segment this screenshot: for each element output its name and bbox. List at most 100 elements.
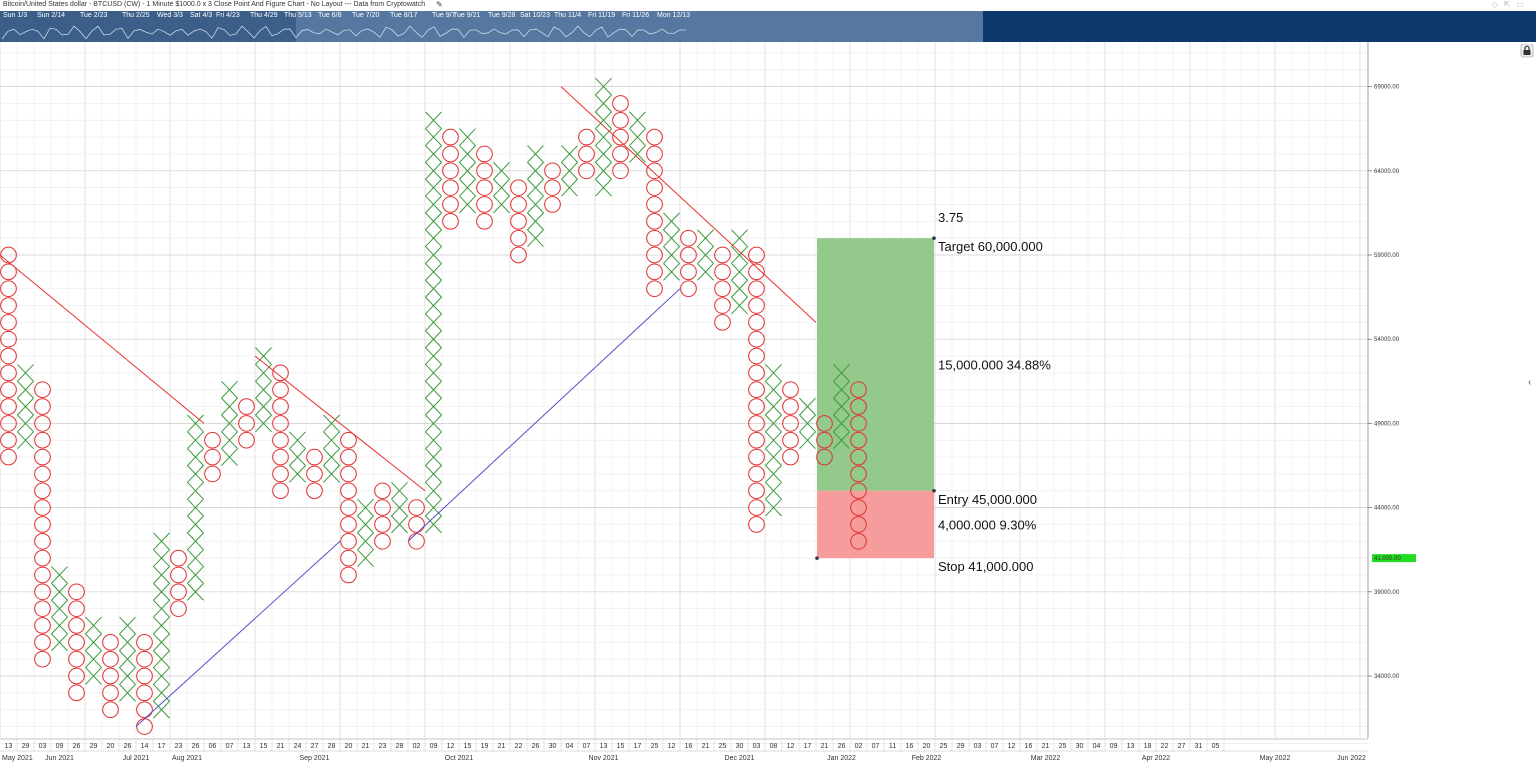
x-day-label: 03 <box>39 743 47 750</box>
support-trendline <box>407 288 681 542</box>
pf-column-o <box>306 448 323 500</box>
navigator-date-label: Fri 4/23 <box>216 12 240 19</box>
pf-o-mark <box>34 600 51 617</box>
y-axis: 69000.00 64000.00 59000.00 54000.00 49000.00… <box>1368 85 1416 680</box>
pf-column-o <box>272 364 289 500</box>
navigator-date-label: Tue 9/21 <box>453 12 481 19</box>
y-tick-label: 54000.00 <box>1374 337 1400 343</box>
pf-x-mark <box>425 364 442 382</box>
entry-label: Entry 45,000.000 <box>938 492 1037 507</box>
pf-o-mark <box>782 431 799 449</box>
pf-o-mark <box>272 415 289 432</box>
pf-x-mark <box>221 448 238 466</box>
pf-o-mark <box>0 448 17 466</box>
pf-x-mark <box>595 178 612 197</box>
pf-x-mark <box>731 296 748 315</box>
pf-x-mark <box>425 380 442 399</box>
pencil-icon[interactable]: ✎ <box>436 0 443 9</box>
window-controls-icon[interactable]: ◇⇱▭ <box>1491 0 1530 9</box>
pf-column-o <box>136 634 153 735</box>
x-day-label: 28 <box>396 743 404 750</box>
pf-column-o <box>68 583 85 702</box>
pf-column-o <box>442 128 459 230</box>
pf-x-mark <box>51 633 68 652</box>
pf-x-mark <box>425 195 442 214</box>
pf-x-mark <box>765 414 782 433</box>
pf-x-mark <box>187 532 204 551</box>
x-day-label: 15 <box>260 743 268 750</box>
collapse-panel-icon[interactable]: ‹ <box>1528 377 1532 388</box>
pf-x-mark <box>357 532 374 551</box>
x-day-label: 09 <box>1110 743 1118 750</box>
navigator-date-label: Thu 2/25 <box>122 12 150 19</box>
pf-o-mark <box>340 532 357 550</box>
x-day-label: 21 <box>498 743 506 750</box>
pf-x-mark <box>663 212 680 231</box>
pf-x-mark <box>187 515 204 534</box>
pf-x-mark <box>17 364 34 382</box>
pf-column-x <box>833 364 850 450</box>
pf-x-mark <box>119 616 136 635</box>
x-month-label: Sep 2021 <box>300 755 330 762</box>
position-handle <box>932 488 936 493</box>
pf-x-mark <box>527 212 544 231</box>
stop-zone <box>817 490 934 559</box>
pf-x-mark <box>85 616 102 635</box>
pf-o-mark <box>68 600 85 617</box>
position-zones <box>815 236 936 560</box>
x-day-label: 07 <box>583 743 591 750</box>
chart-title: Bitcoin/United States dollar - BTCUSD (C… <box>3 1 426 8</box>
pf-x-mark <box>425 347 442 365</box>
pf-o-mark <box>510 196 527 213</box>
pf-o-mark <box>34 566 51 584</box>
pf-o-mark <box>204 465 221 483</box>
pf-x-mark <box>187 465 204 483</box>
y-tick-label: 59000.00 <box>1374 253 1400 259</box>
pf-o-mark <box>408 516 425 533</box>
pf-x-mark <box>425 397 442 416</box>
x-day-label: 12 <box>447 743 455 750</box>
pf-o-mark <box>34 650 51 668</box>
pf-x-mark <box>425 212 442 231</box>
navigator-date-label: Sun 2/14 <box>37 12 66 19</box>
x-month-label: Aug 2021 <box>172 755 202 762</box>
pf-o-mark <box>476 162 493 180</box>
pf-o-mark <box>850 499 867 516</box>
pf-x-mark <box>425 263 442 281</box>
pf-o-mark <box>476 145 493 163</box>
pf-o-mark <box>646 213 663 230</box>
pf-o-mark <box>748 398 765 415</box>
pf-o-mark <box>850 516 867 533</box>
profit-label: 15,000.000 34.88% <box>938 357 1051 372</box>
pf-column-o <box>748 246 765 533</box>
pf-x-mark <box>765 465 782 483</box>
pf-o-mark <box>510 229 527 247</box>
pf-x-mark <box>187 414 204 433</box>
navigator-date-label: Tue 2/23 <box>80 12 108 19</box>
pf-o-mark <box>646 280 663 297</box>
pf-o-mark <box>204 431 221 449</box>
x-day-label: 13 <box>1127 743 1135 750</box>
navigator-date-label: Thu 4/29 <box>250 12 278 19</box>
pf-o-mark <box>442 128 459 146</box>
pf-o-mark <box>0 431 17 449</box>
pf-o-mark <box>374 482 391 500</box>
lock-icon[interactable] <box>1520 44 1534 58</box>
x-day-label: 21 <box>277 743 285 750</box>
pf-o-mark <box>510 213 527 230</box>
y-tick-label: 34000.00 <box>1374 674 1400 680</box>
x-day-label: 30 <box>1076 743 1084 750</box>
pf-x-mark <box>595 145 612 163</box>
last-price-label: 41,000.00 <box>1374 556 1401 562</box>
pf-x-mark <box>493 162 510 180</box>
navigator-date-label: Thu 5/13 <box>284 12 312 19</box>
pf-o-mark <box>748 431 765 449</box>
pf-o-mark <box>544 179 561 196</box>
x-day-label: 03 <box>753 743 761 750</box>
x-day-label: 30 <box>549 743 557 750</box>
resistance-trendline <box>0 254 205 424</box>
navigator-history[interactable] <box>0 11 296 42</box>
pf-x-mark <box>731 246 748 264</box>
pf-x-mark <box>153 549 170 567</box>
